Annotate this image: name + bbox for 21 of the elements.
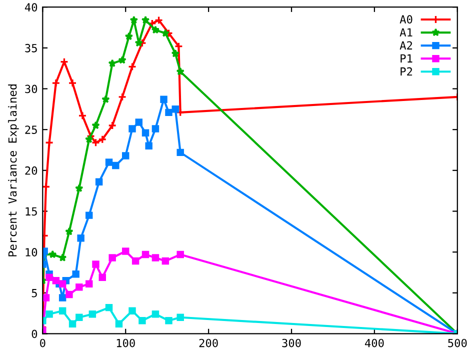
- y-tick-label: 35: [25, 44, 37, 52]
- y-axis-title: Percent Variance Explained: [8, 84, 19, 256]
- y-tick-label: 0: [32, 330, 38, 338]
- y-tick-label: 20: [25, 166, 38, 175]
- legend-label: A1: [400, 28, 412, 36]
- legend-label: P1: [400, 54, 412, 62]
- y-tick-label: 5: [32, 289, 37, 298]
- y-tick-label: 30: [25, 84, 38, 94]
- legend-label: P2: [400, 67, 412, 76]
- y-tick-label: 15: [26, 207, 37, 216]
- x-tick-label: 100: [116, 338, 135, 348]
- legend-label: A0: [400, 15, 412, 24]
- x-tick-label: 400: [364, 338, 384, 348]
- y-tick-label: 25: [25, 126, 37, 134]
- legend-label: A2: [400, 41, 412, 50]
- y-tick-label: 10: [26, 248, 38, 256]
- x-tick-label: 200: [199, 338, 218, 348]
- x-tick-label: 0: [40, 338, 46, 348]
- x-tick-label: 500: [448, 338, 467, 348]
- y-tick-label: 40: [24, 3, 38, 12]
- x-tick-label: 300: [282, 338, 301, 348]
